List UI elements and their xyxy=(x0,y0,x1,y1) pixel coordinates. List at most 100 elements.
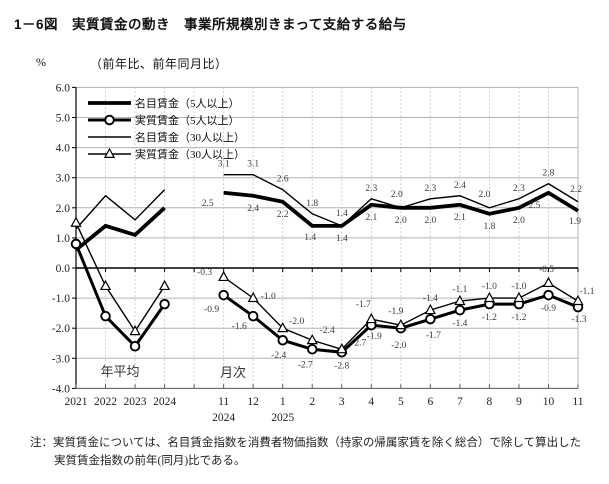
y-tick-label: 2.0 xyxy=(56,203,71,215)
y-tick-label: 6.0 xyxy=(56,82,71,94)
data-label: -1.0 xyxy=(261,292,276,302)
data-label: -0.9 xyxy=(204,305,219,315)
x-tick-label-month: 11 xyxy=(218,396,229,408)
footnote-line2: 実質賃金指数の前年(同月)比である。 xyxy=(54,455,246,467)
chart-subtitle: （前年比、前年同月比） xyxy=(90,57,228,71)
data-label: -2.0 xyxy=(289,317,304,327)
data-label: 2.0 xyxy=(513,216,525,226)
x-tick-label-month: 7 xyxy=(457,396,463,408)
x-tick-label-month: 1 xyxy=(280,396,286,408)
data-label: 2.2 xyxy=(277,210,289,220)
section-label-yearly: 年平均 xyxy=(100,364,139,379)
y-tick-label: -1.0 xyxy=(52,293,70,305)
x-tick-label-month: 4 xyxy=(368,396,374,408)
data-label: 1.8 xyxy=(306,199,318,209)
y-tick-label: -2.0 xyxy=(52,323,70,335)
data-labels: 2.5 2.4 2.2 1.4 1.4 2.1 2.0 2.0 2.1 1.8 2.0 2.5 1.9 -… xyxy=(197,160,595,372)
data-label: 2.1 xyxy=(454,213,466,223)
data-label: -0.3 xyxy=(197,268,212,278)
data-label: 2.2 xyxy=(570,185,582,195)
data-label: 2.8 xyxy=(543,169,555,179)
data-label: -1.9 xyxy=(367,332,382,342)
data-label: -1.2 xyxy=(511,313,526,323)
data-label: 2.0 xyxy=(478,190,490,200)
chart-area: 2.5 2.4 2.2 1.4 1.4 2.1 2.0 2.0 2.1 1.8 2.0 2.5 1.9 -… xyxy=(0,75,609,433)
data-label: -2.0 xyxy=(391,341,406,351)
x-tick-label-month: 8 xyxy=(487,396,493,408)
axis-tick-labels: 6.05.04.03.02.01.00.0-1.0-2.0-3.0-4.0202… xyxy=(52,82,584,424)
footnote: 注：実質賃金については、名目賃金指数を消費者物価指数（持家の帰属家賃を除く総合）… xyxy=(30,434,581,470)
series-1-yearly xyxy=(74,243,166,349)
x-tick-label-year: 2022 xyxy=(94,396,117,408)
data-label: 2.4 xyxy=(247,204,259,214)
section-label-monthly: 月次 xyxy=(220,365,246,380)
y-tick-label: -4.0 xyxy=(52,383,70,395)
series-0-monthly xyxy=(223,190,580,228)
data-label: -2.4 xyxy=(320,326,335,336)
data-label: -1.0 xyxy=(511,282,526,292)
data-label: 2.0 xyxy=(395,216,407,226)
legend: 名目賃金（5人以上） 実質賃金（5人以上） 名目賃金（30人以上） 実質賃金（30人以… xyxy=(88,96,245,161)
series-2-yearly xyxy=(75,189,166,230)
data-label: 2.3 xyxy=(513,184,525,194)
series-markers xyxy=(70,216,584,358)
data-label: 2.3 xyxy=(365,184,377,194)
data-label: 2.3 xyxy=(424,184,436,194)
data-label: 2.5 xyxy=(529,201,541,211)
x-tick-label-month: 11 xyxy=(572,396,583,408)
x-tick-label-month: 3 xyxy=(339,396,345,408)
data-label: 1.4 xyxy=(304,233,316,243)
x-year-mark: 2024 xyxy=(212,412,235,424)
y-axis-unit-label: % xyxy=(36,55,46,69)
data-label: 2.4 xyxy=(454,181,466,191)
data-label: -2.7 xyxy=(351,338,366,348)
data-label: -1.0 xyxy=(482,282,497,292)
data-label: -1.6 xyxy=(232,322,247,332)
series-0-yearly xyxy=(74,206,166,252)
page-title: 1－6図 実質賃金の動き 事業所規模別きまって支給する給与 xyxy=(14,17,407,32)
x-tick-label-month: 6 xyxy=(427,396,433,408)
axes xyxy=(72,86,579,389)
data-label: 1.4 xyxy=(336,234,348,244)
data-label: -1.2 xyxy=(482,313,497,323)
data-label: 2.0 xyxy=(391,190,403,200)
data-label: -1.7 xyxy=(356,300,371,310)
x-tick-label-month: 10 xyxy=(543,396,555,408)
y-tick-label: 3.0 xyxy=(56,173,71,185)
data-label: 2.1 xyxy=(365,213,377,223)
legend-label: 実質賃金（5人以上） xyxy=(135,113,240,127)
x-tick-label-month: 12 xyxy=(247,396,259,408)
data-label: 2.6 xyxy=(277,175,289,185)
data-label: -1.7 xyxy=(426,331,441,341)
data-label: 1.9 xyxy=(569,217,581,227)
data-label: -2.7 xyxy=(298,360,313,370)
y-tick-label: 0.0 xyxy=(56,263,71,275)
x-tick-label-year: 2023 xyxy=(124,396,147,408)
legend-label: 名目賃金（30人以上） xyxy=(135,130,245,144)
data-label: -1.4 xyxy=(452,319,467,329)
y-tick-label: 5.0 xyxy=(56,113,71,125)
series-3-yearly xyxy=(75,222,166,333)
data-label: -2.8 xyxy=(334,361,349,371)
data-label: 2.5 xyxy=(202,199,214,209)
x-tick-label-month: 2 xyxy=(309,396,315,408)
wage-line-chart: 2.5 2.4 2.2 1.4 1.4 2.1 2.0 2.0 2.1 1.8 2.0 2.5 1.9 -… xyxy=(52,82,595,424)
data-label: 1.8 xyxy=(483,222,495,232)
legend-label: 名目賃金（5人以上） xyxy=(135,96,240,110)
data-label: -1.1 xyxy=(452,285,467,295)
x-tick-label-month: 9 xyxy=(516,396,522,408)
x-tick-label-year: 2024 xyxy=(153,396,176,408)
gridlines xyxy=(76,86,579,389)
data-label: 2.0 xyxy=(424,216,436,226)
x-tick-label-month: 5 xyxy=(398,396,404,408)
data-label: 1.4 xyxy=(336,209,348,219)
data-label: -0.5 xyxy=(539,265,554,275)
data-label: -1.3 xyxy=(571,315,586,325)
data-label: -1.9 xyxy=(388,307,403,317)
y-tick-label: -3.0 xyxy=(52,353,70,365)
footnote-line1: 注：実質賃金については、名目賃金指数を消費者物価指数（持家の帰属家賃を除く総合）… xyxy=(30,437,582,449)
legend-label: 実質賃金（30人以上） xyxy=(135,147,245,161)
x-year-mark: 2025 xyxy=(271,412,294,424)
x-tick-label-year: 2021 xyxy=(65,396,88,408)
